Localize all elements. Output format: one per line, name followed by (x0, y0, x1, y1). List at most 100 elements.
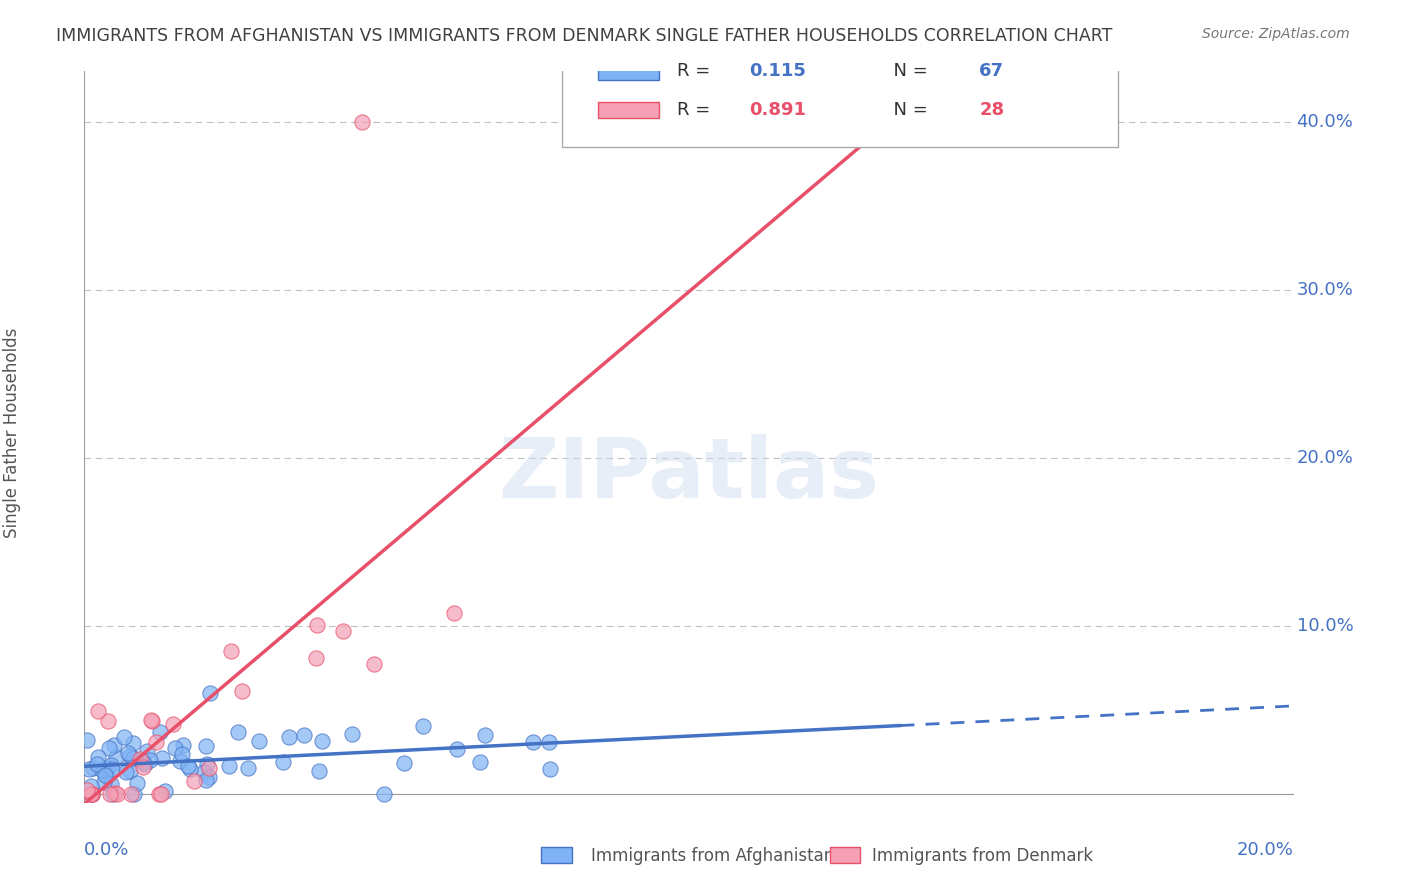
Point (115, 764, 138, 779)
Point (141, 714, 163, 728)
Point (311, 733, 333, 747)
Point (98, 741, 121, 756)
Point (446, 742, 468, 756)
Point (200, 685, 222, 699)
Point (93, 768, 115, 782)
Text: 40.0%: 40.0% (1296, 112, 1354, 131)
Point (105, 750, 128, 764)
Point (305, 618, 328, 632)
Point (80, 788, 103, 802)
Point (131, 760, 153, 774)
Point (537, 735, 560, 749)
Point (468, 755, 491, 769)
Point (218, 759, 240, 773)
Point (292, 728, 315, 742)
Point (150, 751, 173, 765)
Point (117, 746, 139, 760)
Point (177, 759, 200, 773)
Point (121, 750, 143, 764)
Point (132, 756, 155, 770)
Point (76, 733, 98, 747)
Point (77, 762, 100, 776)
Point (373, 788, 395, 802)
Point (100, 758, 122, 772)
Point (112, 731, 135, 745)
Point (87, 750, 110, 764)
Text: Source: ZipAtlas.com: Source: ZipAtlas.com (1202, 27, 1350, 41)
Point (97, 714, 120, 728)
Point (121, 736, 143, 750)
Point (120, 764, 142, 778)
Point (105, 788, 128, 802)
Point (76, 783, 98, 797)
Point (80, 787, 103, 801)
Point (139, 753, 162, 767)
Point (236, 761, 259, 775)
Point (135, 744, 157, 758)
Text: R =: R = (676, 62, 716, 80)
Text: R =: R = (676, 101, 716, 119)
Point (148, 788, 170, 802)
Point (197, 770, 219, 784)
Point (103, 788, 125, 802)
Point (82, 788, 104, 802)
Point (193, 764, 215, 779)
Point (363, 657, 385, 671)
Point (93, 775, 115, 789)
Text: 67: 67 (979, 62, 1004, 80)
Text: 0.115: 0.115 (749, 62, 806, 80)
Point (226, 725, 249, 739)
Text: 20.0%: 20.0% (1296, 449, 1354, 467)
Point (183, 773, 205, 788)
Point (412, 719, 434, 733)
Point (145, 735, 167, 749)
Text: 28: 28 (979, 101, 1004, 119)
Point (194, 739, 217, 753)
Point (522, 734, 544, 748)
Point (249, 734, 271, 748)
FancyBboxPatch shape (599, 63, 659, 79)
Point (170, 747, 193, 762)
Point (90, 763, 112, 777)
Text: N =: N = (883, 101, 934, 119)
Point (150, 788, 173, 802)
Point (305, 651, 328, 665)
Point (104, 786, 127, 800)
Point (87, 704, 110, 718)
Point (96, 761, 118, 775)
Point (96, 769, 118, 783)
Text: 10.0%: 10.0% (1296, 617, 1354, 635)
Point (98, 788, 121, 802)
Point (165, 741, 187, 756)
Point (194, 772, 217, 787)
Point (179, 762, 201, 776)
Point (155, 783, 177, 797)
Point (82, 761, 104, 775)
Point (162, 717, 184, 731)
Point (231, 684, 253, 698)
Point (125, 775, 148, 789)
Point (474, 728, 496, 742)
Point (103, 738, 125, 752)
Point (79, 779, 101, 793)
Point (120, 749, 142, 764)
Point (141, 713, 163, 727)
Text: N =: N = (883, 62, 934, 80)
Point (79, 787, 101, 801)
Text: IMMIGRANTS FROM AFGHANISTAN VS IMMIGRANTS FROM DENMARK SINGLE FATHER HOUSEHOLDS : IMMIGRANTS FROM AFGHANISTAN VS IMMIGRANT… (56, 27, 1112, 45)
Text: Single Father Households: Single Father Households (3, 327, 21, 538)
Point (352, 115, 374, 129)
Point (340, 727, 363, 741)
Text: 20.0%: 20.0% (1237, 841, 1294, 860)
Point (129, 752, 152, 766)
Point (195, 757, 218, 772)
Point (443, 607, 465, 621)
Point (197, 761, 219, 775)
Point (86, 757, 108, 772)
Text: Immigrants from Denmark: Immigrants from Denmark (872, 847, 1092, 865)
Point (148, 724, 170, 739)
FancyBboxPatch shape (562, 48, 1118, 147)
Point (80, 788, 103, 802)
Text: 0.891: 0.891 (749, 101, 807, 119)
Point (219, 644, 242, 658)
